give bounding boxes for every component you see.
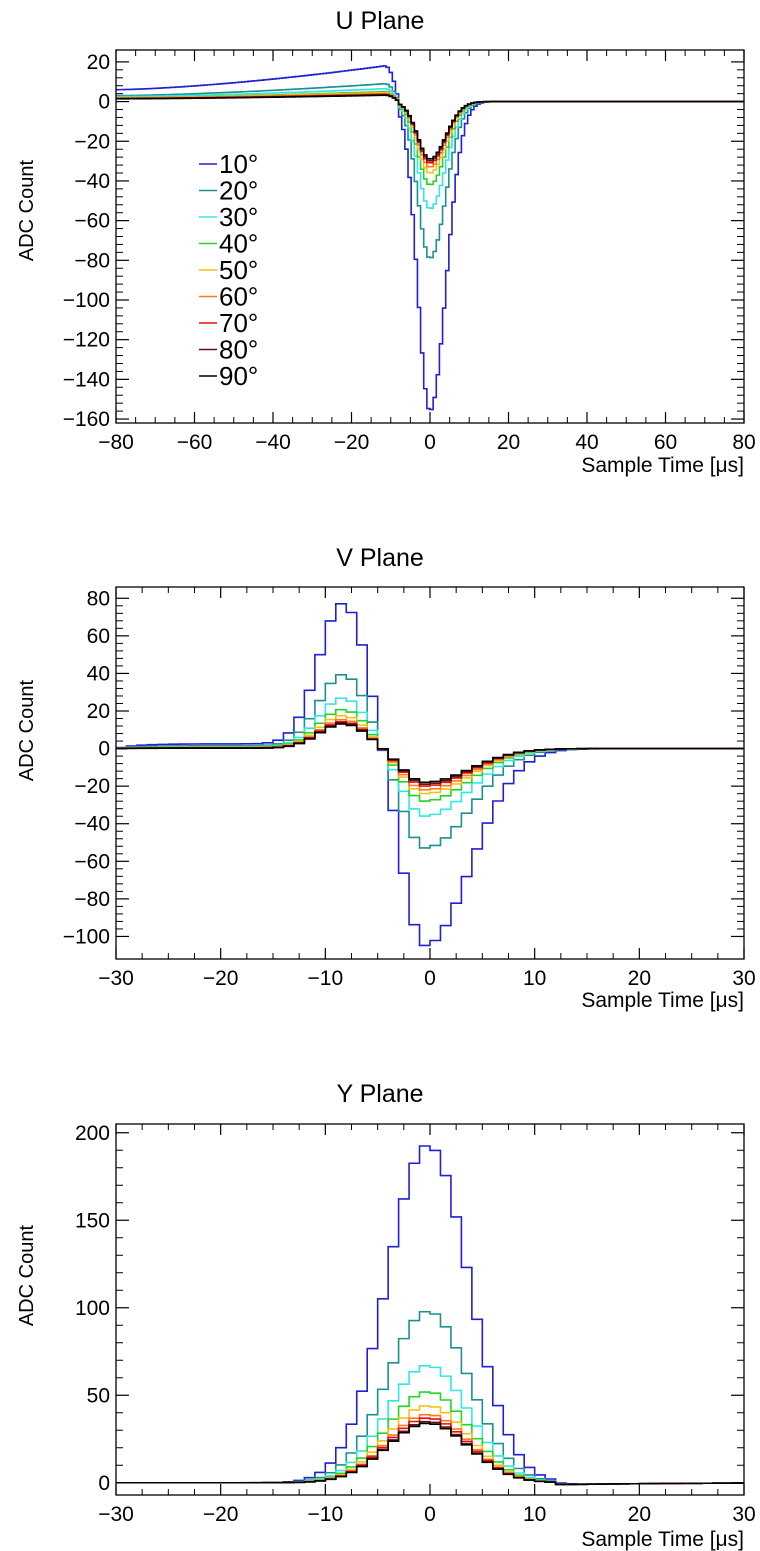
series-line-30deg: [116, 1365, 744, 1486]
series-line-40deg: [116, 90, 744, 186]
series-line-10deg: [116, 65, 744, 411]
y-tick-label: −160: [63, 408, 110, 431]
y-tick-label: −120: [63, 329, 110, 352]
x-tick-label: 0: [424, 967, 436, 990]
legend-entry: 10°: [219, 149, 258, 179]
series-line-90deg: [116, 1422, 744, 1486]
y-tick-label: −40: [74, 170, 110, 193]
x-tick-label: −20: [203, 1503, 239, 1526]
x-tick-label: −30: [98, 1503, 134, 1526]
x-tick-label: 20: [628, 1503, 651, 1526]
x-tick-label: 0: [424, 1503, 436, 1526]
legend: 10°20°30°40°50°60°70°80°90°: [199, 149, 258, 391]
y-tick-label: 150: [75, 1209, 110, 1232]
y-tick-label: 80: [87, 587, 110, 610]
legend-entry: 40°: [219, 229, 258, 259]
series-line-10deg: [116, 602, 744, 947]
series-line-70deg: [116, 720, 744, 787]
v-plane-chart: V Plane−30 −20 −10 0 10 20 30−100−80−60−40−200…: [16, 544, 756, 1012]
series-line-40deg: [116, 708, 744, 802]
series-group: [116, 602, 744, 947]
x-tick-label: 20: [497, 431, 520, 454]
x-tick-label: −10: [308, 967, 344, 990]
x-tick-label: 30: [732, 1503, 755, 1526]
y-tick-label: −60: [74, 210, 110, 233]
y-tick-label: 60: [87, 625, 110, 648]
series-line-90deg: [116, 723, 744, 784]
series-line-60deg: [116, 718, 744, 791]
legend-entry: 20°: [219, 176, 258, 206]
x-tick-label: −30: [98, 967, 134, 990]
legend-entry: 70°: [219, 308, 258, 338]
series-group: [116, 65, 744, 411]
y-tick-label: 0: [98, 91, 110, 114]
y-tick-label: 20: [87, 51, 110, 74]
series-line-30deg: [116, 697, 744, 817]
series-line-60deg: [116, 1413, 744, 1486]
series-line-20deg: [116, 1310, 744, 1486]
x-tick-label: 60: [654, 431, 677, 454]
x-tick-label: 0: [424, 431, 436, 454]
y-tick-label: −40: [74, 813, 110, 836]
legend-entry: 50°: [219, 255, 258, 285]
series-line-20deg: [116, 82, 744, 259]
legend-entry: 60°: [219, 282, 258, 312]
y-tick-label: −100: [63, 289, 110, 312]
y-tick-label: 20: [87, 700, 110, 723]
u-plane-chart: U Plane −80 −60 −40 −20 0 20 40 60 80 −160 −140 −120…: [16, 7, 756, 477]
x-tick-label: 20: [628, 967, 651, 990]
y-tick-label: −140: [63, 368, 110, 391]
x-tick-label: −40: [255, 431, 291, 454]
y-tick-label: −60: [74, 850, 110, 873]
y-tick-label: −20: [74, 775, 110, 798]
x-tick-label: 80: [732, 431, 755, 454]
chart-title: U Plane: [336, 7, 425, 35]
y-axis-label: ADC Count: [16, 1225, 38, 1327]
y-tick-label: 40: [87, 662, 110, 685]
series-line-20deg: [116, 673, 744, 849]
y-plane-chart: Y Plane −30 −20 −10 0 10 20 30 0 50 100 150 200 Sampl…: [16, 1080, 756, 1551]
x-tick-label: 10: [523, 1503, 546, 1526]
y-tick-label: 200: [75, 1122, 110, 1145]
x-axis-label: Sample Time [μs]: [581, 989, 744, 1012]
x-tick-label: 40: [575, 431, 598, 454]
chart-title: Y Plane: [336, 1080, 423, 1108]
series-line-80deg: [116, 94, 744, 162]
x-tick-label: −20: [334, 431, 370, 454]
series-group: [116, 1145, 744, 1486]
y-tick-label: −80: [74, 888, 110, 911]
series-line-10deg: [116, 1145, 744, 1485]
x-tick-label: −20: [203, 967, 239, 990]
y-tick-label: 0: [98, 738, 110, 761]
series-line-70deg: [116, 1417, 744, 1486]
y-tick-label: −100: [63, 925, 110, 948]
series-line-60deg: [116, 92, 744, 168]
plot-frame: [115, 49, 745, 424]
y-tick-label: −80: [74, 249, 110, 272]
y-tick-label: 50: [87, 1384, 110, 1407]
x-tick-label: 30: [732, 967, 755, 990]
plot-frame: [115, 1123, 745, 1496]
legend-entry: 30°: [219, 202, 258, 232]
y-tick-label: 0: [98, 1472, 110, 1495]
y-axis-label: ADC Count: [16, 160, 38, 262]
series-line-70deg: [116, 93, 744, 164]
x-axis-label: Sample Time [μs]: [581, 1528, 744, 1551]
chart-title: V Plane: [336, 544, 424, 572]
x-tick-label: −10: [308, 1503, 344, 1526]
x-axis-label: Sample Time [μs]: [581, 454, 744, 477]
y-axis-label: ADC Count: [16, 680, 38, 782]
y-tick-label: −20: [74, 130, 110, 153]
x-tick-label: −80: [98, 431, 134, 454]
y-tick-label: 100: [75, 1297, 110, 1320]
x-tick-label: −60: [177, 431, 213, 454]
series-line-80deg: [116, 721, 744, 785]
legend-entry: 80°: [219, 335, 258, 365]
x-tick-label: 10: [523, 967, 546, 990]
legend-entry: 90°: [219, 361, 258, 391]
series-line-80deg: [116, 1420, 744, 1486]
plot-frame: [115, 586, 745, 960]
series-line-90deg: [116, 94, 744, 160]
